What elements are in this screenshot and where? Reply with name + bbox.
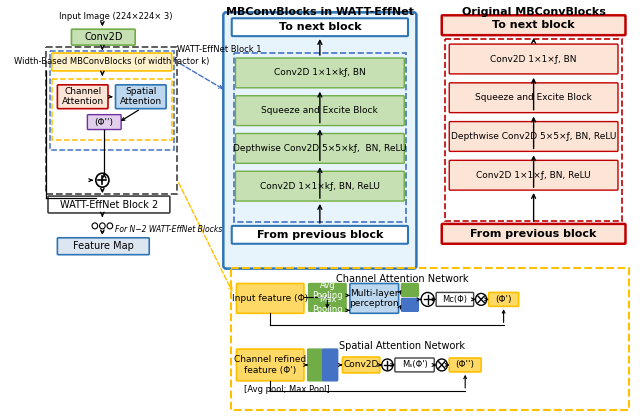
Bar — [234, 53, 406, 222]
FancyBboxPatch shape — [449, 358, 481, 372]
Text: Conv2D 1×1×kƒ, BN: Conv2D 1×1×kƒ, BN — [274, 68, 365, 78]
Text: MBConvBlocks in WATT-EffNet: MBConvBlocks in WATT-EffNet — [226, 8, 414, 18]
FancyBboxPatch shape — [72, 29, 135, 45]
Text: WATT-EffNet Block 1: WATT-EffNet Block 1 — [177, 45, 262, 53]
Text: Conv2D 1×1×ƒ, BN, ReLU: Conv2D 1×1×ƒ, BN, ReLU — [476, 171, 591, 180]
Text: Conv2D: Conv2D — [344, 360, 379, 369]
FancyBboxPatch shape — [442, 15, 625, 35]
FancyBboxPatch shape — [401, 284, 419, 296]
Circle shape — [92, 223, 98, 229]
Circle shape — [421, 292, 435, 306]
Text: (Φ'): (Φ') — [495, 295, 512, 304]
Bar — [52, 79, 172, 141]
FancyBboxPatch shape — [58, 238, 149, 255]
Circle shape — [381, 359, 393, 371]
Text: [Avg pool; Max Pool]: [Avg pool; Max Pool] — [244, 385, 330, 394]
Text: Mᴄ(Φ): Mᴄ(Φ) — [442, 295, 467, 304]
Bar — [231, 268, 629, 409]
Text: Spatial Attention Network: Spatial Attention Network — [339, 341, 465, 351]
Text: To next block: To next block — [278, 22, 361, 32]
FancyBboxPatch shape — [88, 115, 121, 130]
FancyBboxPatch shape — [236, 284, 304, 313]
Text: Depthwise Conv2D 5×5×ƒ, BN, ReLU: Depthwise Conv2D 5×5×ƒ, BN, ReLU — [451, 132, 616, 141]
Text: Conv2D: Conv2D — [84, 32, 123, 42]
FancyBboxPatch shape — [449, 44, 618, 74]
Bar — [46, 47, 177, 194]
Bar — [445, 39, 621, 221]
Circle shape — [100, 223, 105, 229]
Circle shape — [96, 173, 109, 187]
Text: Depthwise Conv2D 5×5×kƒ,  BN, ReLU: Depthwise Conv2D 5×5×kƒ, BN, ReLU — [233, 144, 406, 153]
FancyBboxPatch shape — [52, 53, 172, 71]
Text: Conv2D 1×1×ƒ, BN: Conv2D 1×1×ƒ, BN — [490, 55, 577, 63]
Circle shape — [107, 223, 113, 229]
Text: Conv2D 1×1×kƒ, BN, ReLU: Conv2D 1×1×kƒ, BN, ReLU — [260, 182, 380, 191]
Text: (Φ''): (Φ'') — [456, 360, 475, 369]
FancyBboxPatch shape — [308, 297, 346, 311]
Circle shape — [476, 294, 487, 305]
Text: Avg
Pooling: Avg Pooling — [312, 281, 342, 300]
FancyBboxPatch shape — [350, 284, 399, 313]
FancyBboxPatch shape — [449, 160, 618, 190]
FancyBboxPatch shape — [442, 224, 625, 244]
Text: Multi-layer
perceptron: Multi-layer perceptron — [349, 289, 399, 308]
FancyBboxPatch shape — [115, 85, 166, 109]
Text: Channel Attention Network: Channel Attention Network — [335, 274, 468, 284]
Text: Spatial
Attention: Spatial Attention — [120, 87, 162, 106]
FancyBboxPatch shape — [236, 349, 304, 381]
Text: Original MBConvBlocks: Original MBConvBlocks — [461, 8, 605, 18]
FancyBboxPatch shape — [236, 96, 404, 126]
Text: To next block: To next block — [492, 20, 575, 30]
FancyBboxPatch shape — [395, 358, 435, 372]
FancyBboxPatch shape — [232, 226, 408, 244]
FancyBboxPatch shape — [401, 299, 419, 311]
FancyBboxPatch shape — [236, 58, 404, 88]
Text: Width-Based MBConvBlocks (of width factor k): Width-Based MBConvBlocks (of width facto… — [14, 58, 209, 66]
Text: (Φ''): (Φ'') — [95, 118, 114, 127]
FancyBboxPatch shape — [436, 292, 474, 306]
Circle shape — [436, 359, 447, 371]
Text: Channel refined
feature (Φ'): Channel refined feature (Φ') — [234, 355, 307, 374]
FancyBboxPatch shape — [308, 349, 323, 381]
FancyBboxPatch shape — [236, 171, 404, 201]
FancyBboxPatch shape — [236, 133, 404, 163]
FancyBboxPatch shape — [48, 196, 170, 213]
FancyBboxPatch shape — [488, 292, 518, 306]
FancyBboxPatch shape — [323, 349, 338, 381]
Text: Input Image (224×224× 3): Input Image (224×224× 3) — [60, 12, 173, 21]
Text: Max
Pooling: Max Pooling — [312, 295, 342, 314]
Text: Squeeze and Excite Block: Squeeze and Excite Block — [476, 93, 592, 102]
Text: Mₛ(Φ'): Mₛ(Φ') — [402, 360, 428, 369]
FancyBboxPatch shape — [232, 18, 408, 36]
Text: From previous block: From previous block — [470, 229, 597, 239]
FancyBboxPatch shape — [308, 284, 346, 297]
Text: From previous block: From previous block — [257, 230, 383, 240]
Bar — [50, 51, 173, 151]
FancyBboxPatch shape — [223, 13, 417, 269]
Text: Input feature (Φ): Input feature (Φ) — [232, 294, 308, 303]
FancyBboxPatch shape — [342, 357, 380, 373]
Text: Channel
Attention: Channel Attention — [61, 87, 104, 106]
Text: WATT-EffNet Block 2: WATT-EffNet Block 2 — [60, 199, 158, 209]
Text: For N−2 WATT-EffNet Blocks: For N−2 WATT-EffNet Blocks — [115, 225, 223, 234]
FancyBboxPatch shape — [449, 83, 618, 113]
Text: Feature Map: Feature Map — [73, 241, 134, 251]
FancyBboxPatch shape — [58, 85, 108, 109]
FancyBboxPatch shape — [449, 122, 618, 151]
Text: Squeeze and Excite Block: Squeeze and Excite Block — [262, 106, 378, 115]
